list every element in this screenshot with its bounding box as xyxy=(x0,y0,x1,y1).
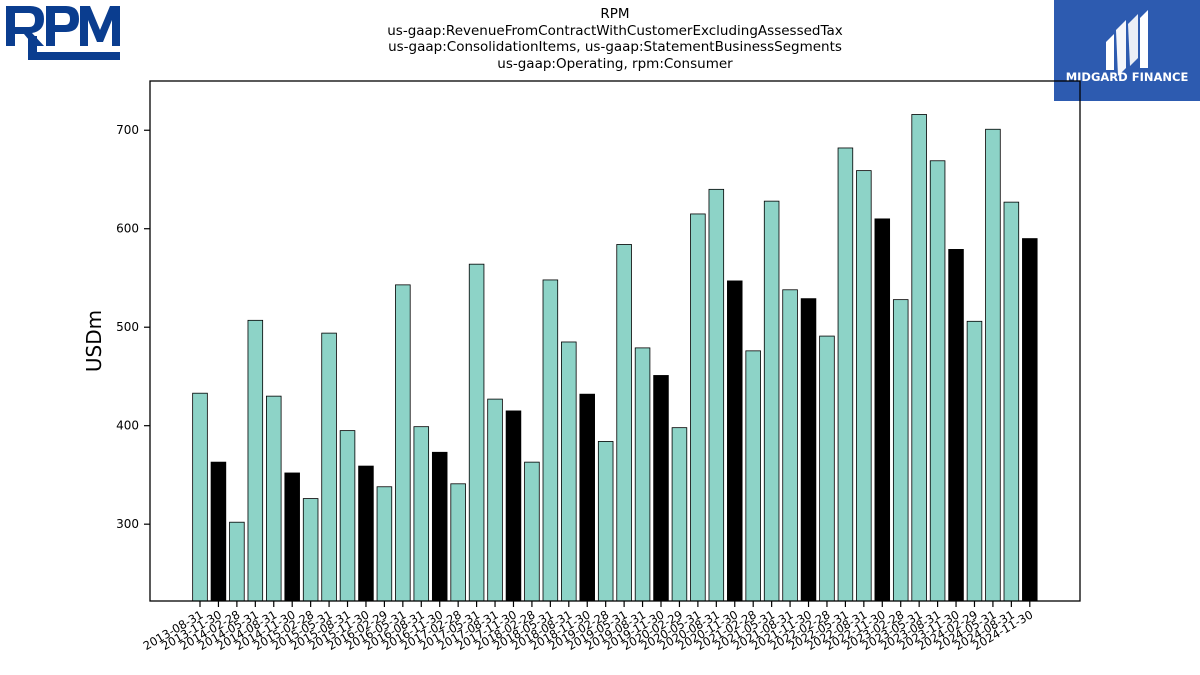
bar-2024-05-31 xyxy=(985,128,1001,602)
bar-2023-05-31 xyxy=(911,114,927,602)
chart-title-line-4: us-gaap:Operating, rpm:Consumer xyxy=(497,55,733,72)
bar-2017-08-31 xyxy=(487,398,503,602)
midgard-finance-logo: MIDGARD FINANCE xyxy=(1054,0,1200,101)
bar-2018-11-30 xyxy=(579,393,595,602)
x-axis: 2013-08-312013-11-302014-02-282014-05-31… xyxy=(141,601,1035,653)
bar-2013-11-30 xyxy=(210,461,227,602)
bar-2017-02-28 xyxy=(450,483,466,602)
bar-2018-08-31 xyxy=(561,341,577,602)
y-tick-label: 700 xyxy=(116,123,139,137)
bar-2019-08-31 xyxy=(634,347,651,602)
bar-2019-05-31 xyxy=(616,244,632,602)
bar-2020-02-29 xyxy=(671,427,688,602)
bar-2019-02-28 xyxy=(597,441,614,602)
bar-2021-05-31 xyxy=(763,200,780,602)
bar-2021-02-28 xyxy=(745,350,761,602)
bar-2024-08-31 xyxy=(1003,201,1020,602)
bar-2022-11-30 xyxy=(874,218,891,602)
y-tick-label: 600 xyxy=(116,222,139,236)
bar-2024-02-29 xyxy=(966,320,983,602)
y-tick-label: 400 xyxy=(116,419,139,433)
rpm-logo xyxy=(6,6,120,60)
bar-2016-08-31 xyxy=(413,426,430,602)
chart-title: RPM us-gaap:RevenueFromContractWithCusto… xyxy=(340,6,890,72)
bar-2017-05-31 xyxy=(468,263,485,602)
midgard-logo-text: MIDGARD FINANCE xyxy=(1066,70,1189,84)
bar-2022-02-28 xyxy=(819,335,835,602)
y-axis: 300 400 500 600 700 xyxy=(116,123,150,531)
bar-2014-02-28 xyxy=(229,521,245,602)
bar-2014-11-30 xyxy=(284,472,300,602)
bar-2015-11-30 xyxy=(358,465,374,602)
bar-2015-08-31 xyxy=(339,430,356,602)
bar-2023-11-30 xyxy=(948,249,964,602)
bar-2023-02-28 xyxy=(892,299,909,602)
chart-title-line-1: RPM xyxy=(600,6,630,22)
plot-frame xyxy=(149,80,1081,602)
chart-title-line-2: us-gaap:RevenueFromContractWithCustomerE… xyxy=(387,22,843,39)
y-tick-label: 500 xyxy=(116,320,139,334)
bar-2018-05-31 xyxy=(542,279,559,602)
bar-2020-08-31 xyxy=(708,188,725,602)
bar-2013-08-31 xyxy=(192,392,208,602)
bar-2017-11-30 xyxy=(505,410,522,602)
bar-2015-02-28 xyxy=(302,498,319,602)
bar-2020-05-31 xyxy=(690,213,706,602)
bar-2016-05-31 xyxy=(395,284,411,602)
bar-2020-11-30 xyxy=(727,280,743,602)
bar-2014-08-31 xyxy=(266,395,282,602)
midgard-emblem-icon: MIDGARD FINANCE xyxy=(1066,10,1189,84)
bar-2016-02-29 xyxy=(376,486,393,602)
bar-2022-05-31 xyxy=(837,147,854,602)
bar-2023-08-31 xyxy=(929,160,946,602)
bar-2024-11-30 xyxy=(1022,238,1038,602)
bar-2015-05-31 xyxy=(321,332,337,602)
bar-2016-11-30 xyxy=(431,451,448,602)
bar-2014-05-31 xyxy=(247,319,264,602)
bar-2021-08-31 xyxy=(782,289,798,602)
chart-title-line-3: us-gaap:ConsolidationItems, us-gaap:Stat… xyxy=(388,39,842,55)
y-axis-label: USDm xyxy=(82,310,106,372)
bar-2019-11-30 xyxy=(653,375,669,602)
bar-series xyxy=(192,114,1038,602)
bar-2018-02-28 xyxy=(524,461,540,602)
y-tick-label: 300 xyxy=(116,517,139,531)
bar-2022-08-31 xyxy=(856,170,872,602)
bar-2021-11-30 xyxy=(800,298,817,602)
